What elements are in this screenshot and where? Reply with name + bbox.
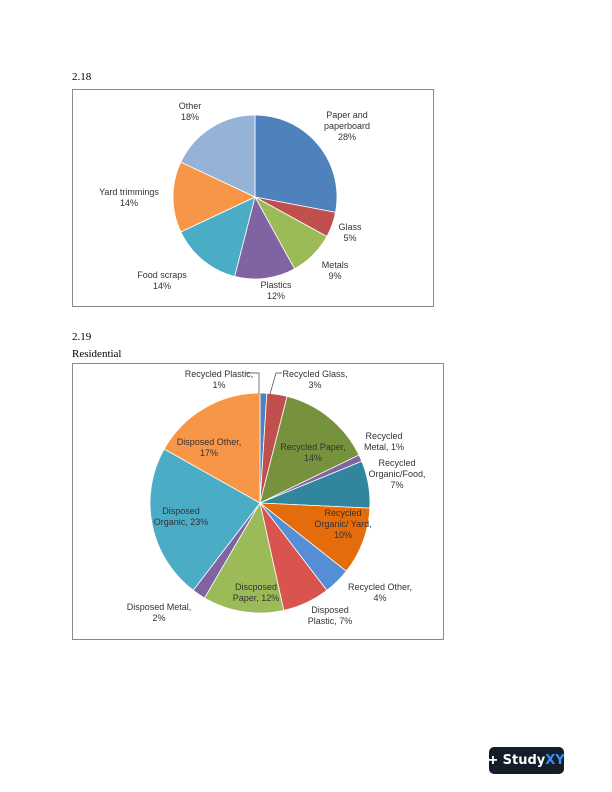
logo-text: StudyXY [502,753,565,768]
section-subtitle-residential: Residential [72,348,122,360]
slice-label-disposed-other: Disposed Other, 17% [177,437,242,458]
studyxy-logo[interactable]: + StudyXY [488,747,565,774]
slice-label-food-scraps: Food scraps 14% [137,270,187,291]
plus-icon: + [488,751,498,769]
pie-slice-disposed-other [163,392,261,504]
pie-slice-disposed-organic [149,448,261,591]
chart-frame-2-19: Recycled Plastic, 1% Recycled Glass, 3% Recy… [72,363,444,640]
pie-slice-recycled-paper [259,395,360,504]
pie-slice-discposed-paper [203,501,285,614]
section-number-2-18: 2.18 [72,71,92,83]
slice-label-metals: Metals 9% [322,260,349,281]
slice-label-recycled-other: Recycled Other, 4% [348,582,412,603]
slice-label-glass: Glass 5% [338,222,362,243]
slice-label-disposed-plastic: Disposed Plastic, 7% [308,605,353,626]
slice-label-yard-trimmings: Yard trimmings 14% [99,187,159,208]
slice-label-paper-and-paperboard: Paper and paperboard 28% [324,110,370,142]
slice-label-plastics: Plastics 12% [260,280,292,301]
pie-chart-waste-composition: Paper and paperboard 28% Glass 5% Metals 9% Pla… [99,101,370,301]
slice-label-discposed-paper: Discposed Paper, 12% [233,582,280,603]
slice-label-recycled-organic-food: Recycled Organic/Food, 7% [368,458,425,490]
slice-label-disposed-metal: Disposed Metal, 2% [127,602,192,623]
slice-label-disposed-organic: Disposed Organic, 23% [154,506,209,527]
pie-slice-other [180,114,256,198]
slice-label-recycled-plastic: Recycled Plastic, 1% [185,369,254,390]
slice-label-recycled-glass: Recycled Glass, 3% [282,369,347,390]
slice-label-recycled-metal: Recycled Metal, 1% [364,431,404,452]
slice-label-recycled-organic-yard: Recycled Organic/ Yard, 10% [314,508,371,540]
pie-slice-paper-and-paperboard [254,114,338,213]
pie-slice-food-scraps [180,196,256,277]
pie-slice-yard-trimmings [172,161,256,233]
leader-line [245,372,260,394]
pie-chart-residential: Recycled Plastic, 1% Recycled Glass, 3% Recy… [127,369,426,626]
pie-slice-plastics [234,195,296,280]
slice-label-other: Other 18% [179,101,202,122]
section-number-2-19: 2.19 [72,331,92,343]
slice-label-recycled-paper: Recycled Paper, 14% [280,442,346,463]
leader-line [269,372,282,395]
chart-frame-2-18: Paper and paperboard 28% Glass 5% Metals 9% Pla… [72,89,434,307]
